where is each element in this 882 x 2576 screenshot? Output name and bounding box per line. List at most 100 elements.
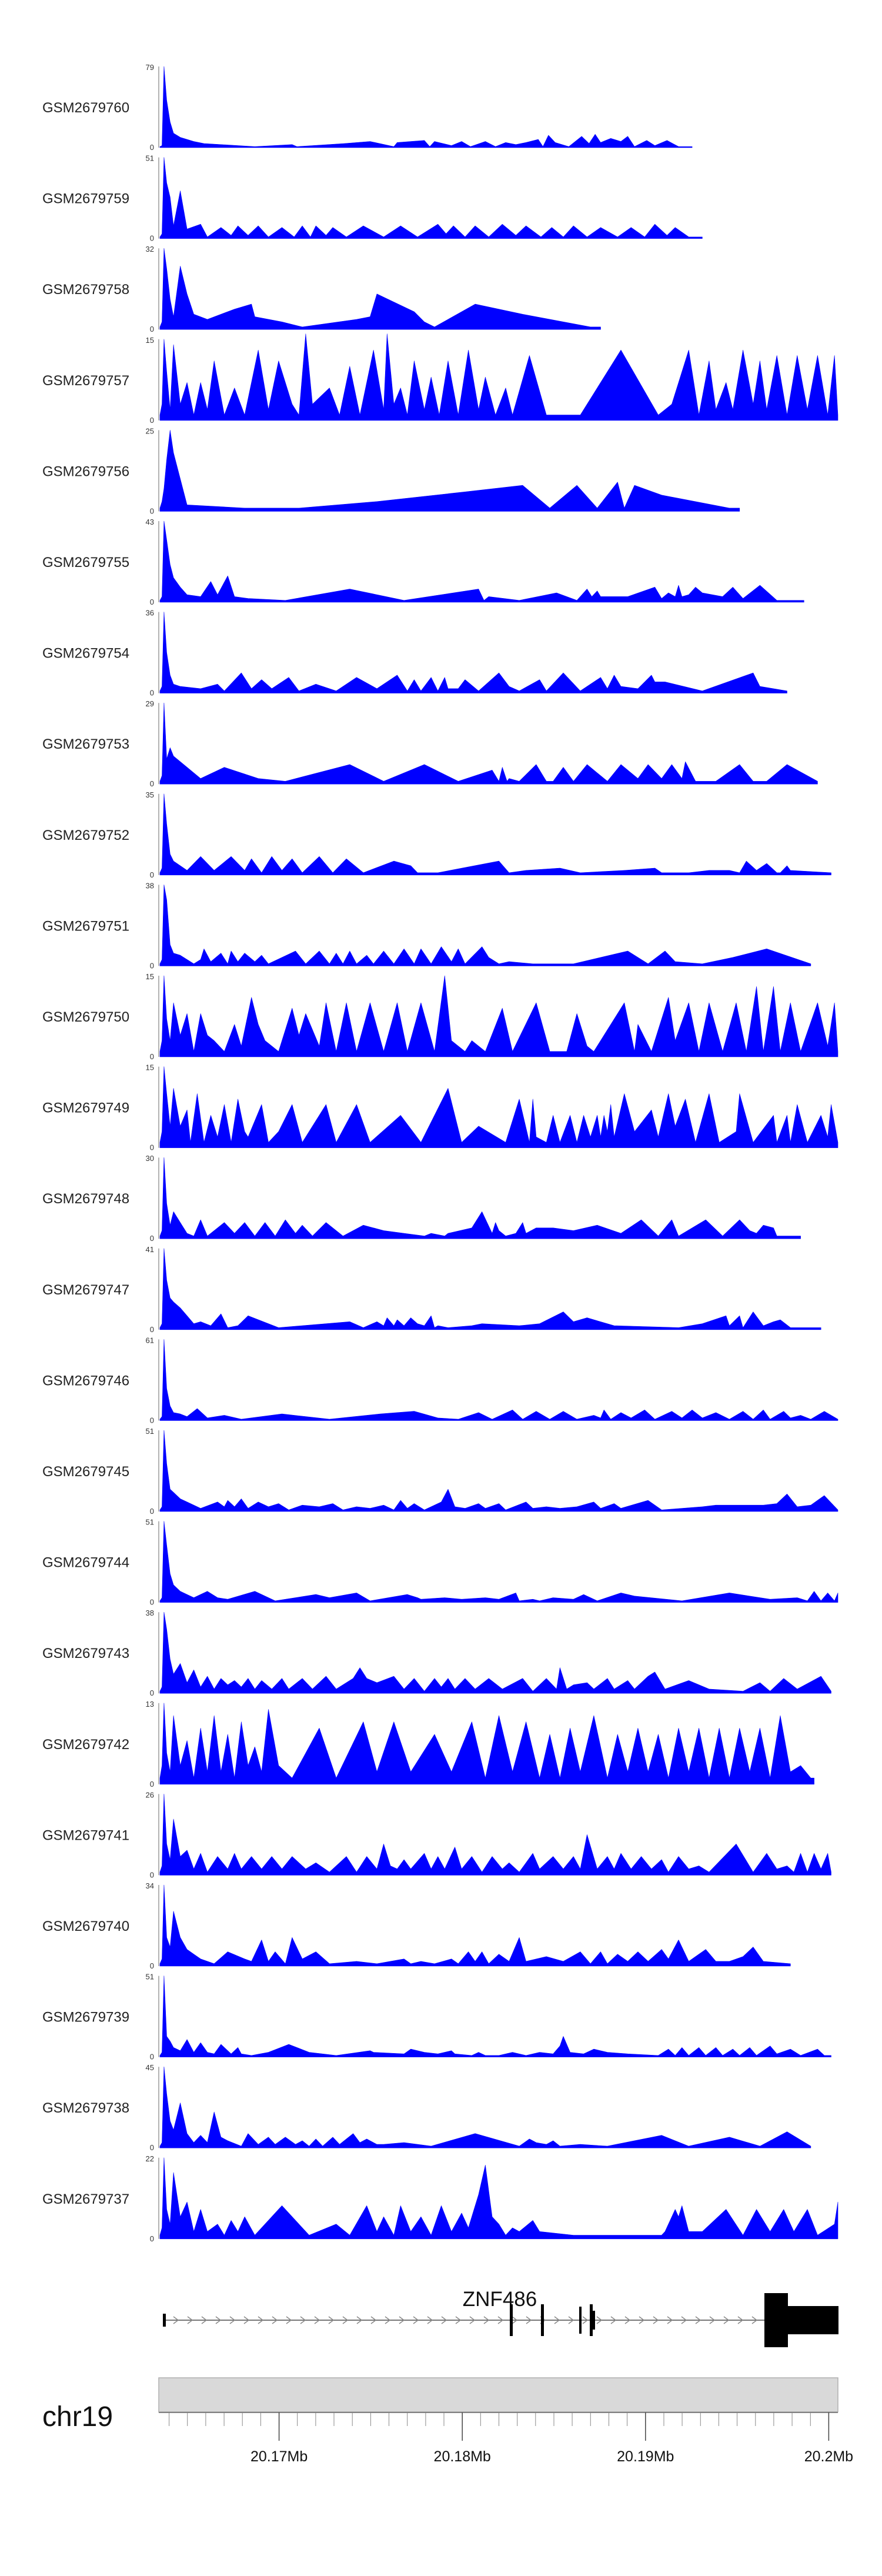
track-label: GSM2679744 [42, 1555, 129, 1571]
coverage-area [159, 2157, 838, 2240]
strand-arrow-icon [356, 2316, 363, 2324]
coverage-track: GSM2679756 25 0 [42, 426, 740, 515]
strand-arrow-icon [455, 2316, 462, 2324]
y-min-label: 0 [150, 598, 154, 606]
y-max-label: 25 [146, 426, 154, 435]
strand-arrow-icon [413, 2316, 419, 2324]
y-min-label: 0 [150, 1052, 154, 1061]
y-max-label: 30 [146, 1154, 154, 1163]
strand-arrow-icon [286, 2316, 292, 2324]
coverage-track: GSM2679740 34 0 [42, 1881, 791, 1970]
strand-arrow-icon [441, 2316, 447, 2324]
track-label: GSM2679758 [42, 282, 129, 298]
track-label: GSM2679750 [42, 1009, 129, 1025]
y-max-label: 29 [146, 699, 154, 708]
strand-arrow-icon [751, 2316, 758, 2324]
y-min-label: 0 [150, 1780, 154, 1788]
strand-arrow-icon [695, 2316, 701, 2324]
coverage-area [159, 612, 787, 693]
track-label: GSM2679740 [42, 1918, 129, 1934]
chromosome-label: chr19 [42, 2401, 113, 2432]
strand-arrow-icon [187, 2316, 193, 2324]
y-min-label: 0 [150, 1234, 154, 1243]
y-min-label: 0 [150, 2053, 154, 2061]
coverage-track: GSM2679745 51 0 [42, 1427, 838, 1516]
track-label: GSM2679738 [42, 2100, 129, 2116]
coverage-area [159, 2066, 811, 2148]
strand-arrow-icon [173, 2316, 179, 2324]
coverage-track: GSM2679746 61 0 [42, 1336, 838, 1424]
track-label: GSM2679748 [42, 1191, 129, 1207]
y-max-label: 38 [146, 1609, 154, 1617]
gene-name-label: ZNF486 [463, 2288, 537, 2311]
coverage-track: GSM2679758 32 0 [42, 245, 601, 333]
strand-arrow-icon [610, 2316, 617, 2324]
y-min-label: 0 [150, 325, 154, 333]
gene-model: ZNF486 [163, 2288, 838, 2347]
exon-mark [579, 2307, 582, 2334]
coverage-track: GSM2679742 13 0 [42, 1700, 814, 1788]
strand-arrow-icon [723, 2316, 730, 2324]
track-label: GSM2679759 [42, 191, 129, 207]
coverage-area [159, 1430, 838, 1512]
track-label: GSM2679745 [42, 1464, 129, 1480]
strand-arrow-icon [596, 2316, 603, 2324]
track-label: GSM2679757 [42, 373, 129, 389]
coverage-area [159, 520, 804, 603]
ideogram-bar [158, 2377, 838, 2413]
axis-tick-label: 20.19Mb [617, 2448, 674, 2465]
y-max-label: 15 [146, 336, 154, 345]
strand-arrow-icon [229, 2316, 236, 2324]
coverage-track: GSM2679750 15 0 [42, 972, 838, 1061]
y-min-label: 0 [150, 1416, 154, 1424]
coverage-track: GSM2679752 35 0 [42, 790, 831, 879]
axis-tick-label: 20.17Mb [250, 2448, 308, 2465]
strand-arrow-icon [737, 2316, 744, 2324]
genome-axis: chr19 20.17Mb 20.18Mb 20.19Mb 20.2Mb [42, 2377, 853, 2465]
y-max-label: 34 [146, 1881, 154, 1890]
coverage-track: GSM2679743 38 0 [42, 1609, 831, 1697]
coverage-area [159, 66, 693, 148]
strand-arrow-icon [215, 2316, 222, 2324]
strand-arrow-icon [399, 2316, 405, 2324]
track-label: GSM2679747 [42, 1282, 129, 1298]
track-label: GSM2679754 [42, 646, 129, 662]
y-min-label: 0 [150, 2143, 154, 2152]
strand-arrow-icon [342, 2316, 349, 2324]
strand-arrow-icon [526, 2316, 532, 2324]
strand-arrow-icon [709, 2316, 716, 2324]
coverage-track: GSM2679754 36 0 [42, 609, 787, 698]
coverage-area [159, 1703, 814, 1785]
strand-arrow-icon [328, 2316, 335, 2324]
coverage-area [159, 885, 811, 966]
track-label: GSM2679751 [42, 918, 129, 934]
coverage-track: GSM2679739 51 0 [42, 1973, 831, 2061]
strand-arrow-icon [653, 2316, 659, 2324]
strand-arrow-icon [639, 2316, 645, 2324]
track-label: GSM2679753 [42, 736, 129, 752]
coverage-track: GSM2679749 15 0 [42, 1063, 838, 1152]
coverage-track: GSM2679737 22 0 [42, 2154, 838, 2243]
coverage-area [159, 1339, 838, 1421]
track-label: GSM2679752 [42, 827, 129, 843]
y-max-label: 13 [146, 1700, 154, 1709]
y-min-label: 0 [150, 779, 154, 788]
track-label: GSM2679743 [42, 1646, 129, 1661]
coverage-tracks: GSM2679760790GSM2679759510GSM2679758320G… [42, 63, 838, 2243]
coverage-area [159, 1248, 821, 1330]
track-label: GSM2679760 [42, 100, 129, 116]
y-max-label: 51 [146, 1973, 154, 1981]
exon-mark [764, 2293, 788, 2347]
y-min-label: 0 [150, 1143, 154, 1152]
coverage-area [159, 975, 838, 1057]
coverage-track: GSM2679751 38 0 [42, 881, 811, 970]
y-min-label: 0 [150, 234, 154, 243]
strand-arrow-icon [314, 2316, 320, 2324]
y-max-label: 15 [146, 972, 154, 981]
axis-tick-label: 20.2Mb [804, 2448, 853, 2465]
y-min-label: 0 [150, 1598, 154, 1607]
strand-arrow-icon [667, 2316, 673, 2324]
y-min-label: 0 [150, 961, 154, 970]
coverage-area [159, 248, 601, 330]
strand-arrow-icon [427, 2316, 433, 2324]
